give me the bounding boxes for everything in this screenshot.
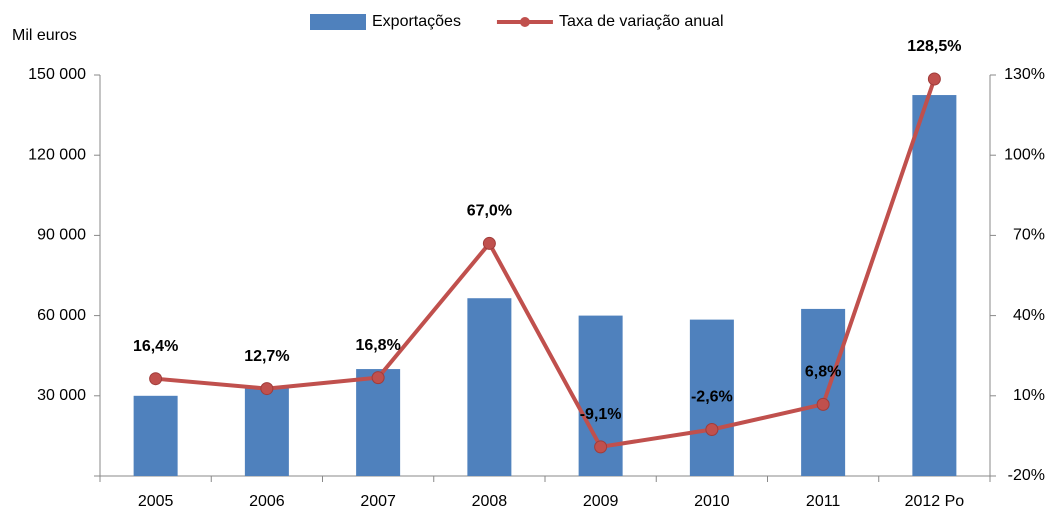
line-point: [371, 371, 385, 385]
data-label: 6,8%: [805, 364, 841, 381]
x-tick-label: 2011: [806, 493, 841, 510]
line-point: [816, 397, 830, 411]
x-tick-label: 2009: [583, 493, 619, 510]
bar: [244, 387, 289, 476]
x-tick-label: 2010: [694, 493, 730, 510]
line-point: [927, 72, 941, 86]
line-point: [149, 372, 163, 386]
data-label: 67,0%: [467, 203, 512, 220]
y-tick-label: 60 000: [37, 307, 86, 324]
bar: [912, 95, 957, 477]
data-label: 16,8%: [355, 337, 400, 354]
y2-tick-label: 40%: [1013, 307, 1045, 324]
y-tick-label: 150 000: [28, 66, 86, 83]
line-point: [260, 382, 274, 396]
y-tick-label: 120 000: [28, 146, 86, 163]
x-tick-label: 2008: [472, 493, 508, 510]
data-label: 12,7%: [244, 348, 289, 365]
y2-tick-label: -20%: [1008, 467, 1045, 484]
y2-tick-label: 10%: [1013, 387, 1045, 404]
y2-tick-label: 130%: [1004, 66, 1045, 83]
line: [155, 78, 937, 450]
data-label: 16,4%: [133, 338, 178, 355]
x-tick-label: 2007: [360, 493, 396, 510]
bar: [467, 298, 512, 476]
y2-tick-label: 100%: [1004, 146, 1045, 163]
y-tick-label: 90 000: [37, 227, 86, 244]
x-tick-label: 2006: [249, 493, 285, 510]
legend-label: Exportações: [372, 13, 461, 30]
y-tick-label: 30 000: [37, 387, 86, 404]
line-point: [705, 422, 719, 436]
bar: [133, 395, 178, 476]
legend-label: Taxa de variação anual: [559, 13, 724, 30]
x-tick-label: 2005: [138, 493, 174, 510]
bar: [689, 319, 734, 476]
legend-swatch: [310, 14, 366, 30]
y-axis-label: Mil euros: [12, 27, 77, 44]
line-point: [594, 440, 608, 454]
y2-tick-label: 70%: [1013, 227, 1045, 244]
bar: [801, 308, 846, 476]
data-label: 128,5%: [907, 38, 961, 55]
bar: [356, 369, 401, 476]
line-point: [482, 236, 496, 250]
data-label: -9,1%: [580, 406, 622, 423]
legend-swatch: [519, 17, 530, 27]
data-label: -2,6%: [691, 389, 733, 406]
x-tick-label: 2012 Po: [905, 493, 965, 510]
